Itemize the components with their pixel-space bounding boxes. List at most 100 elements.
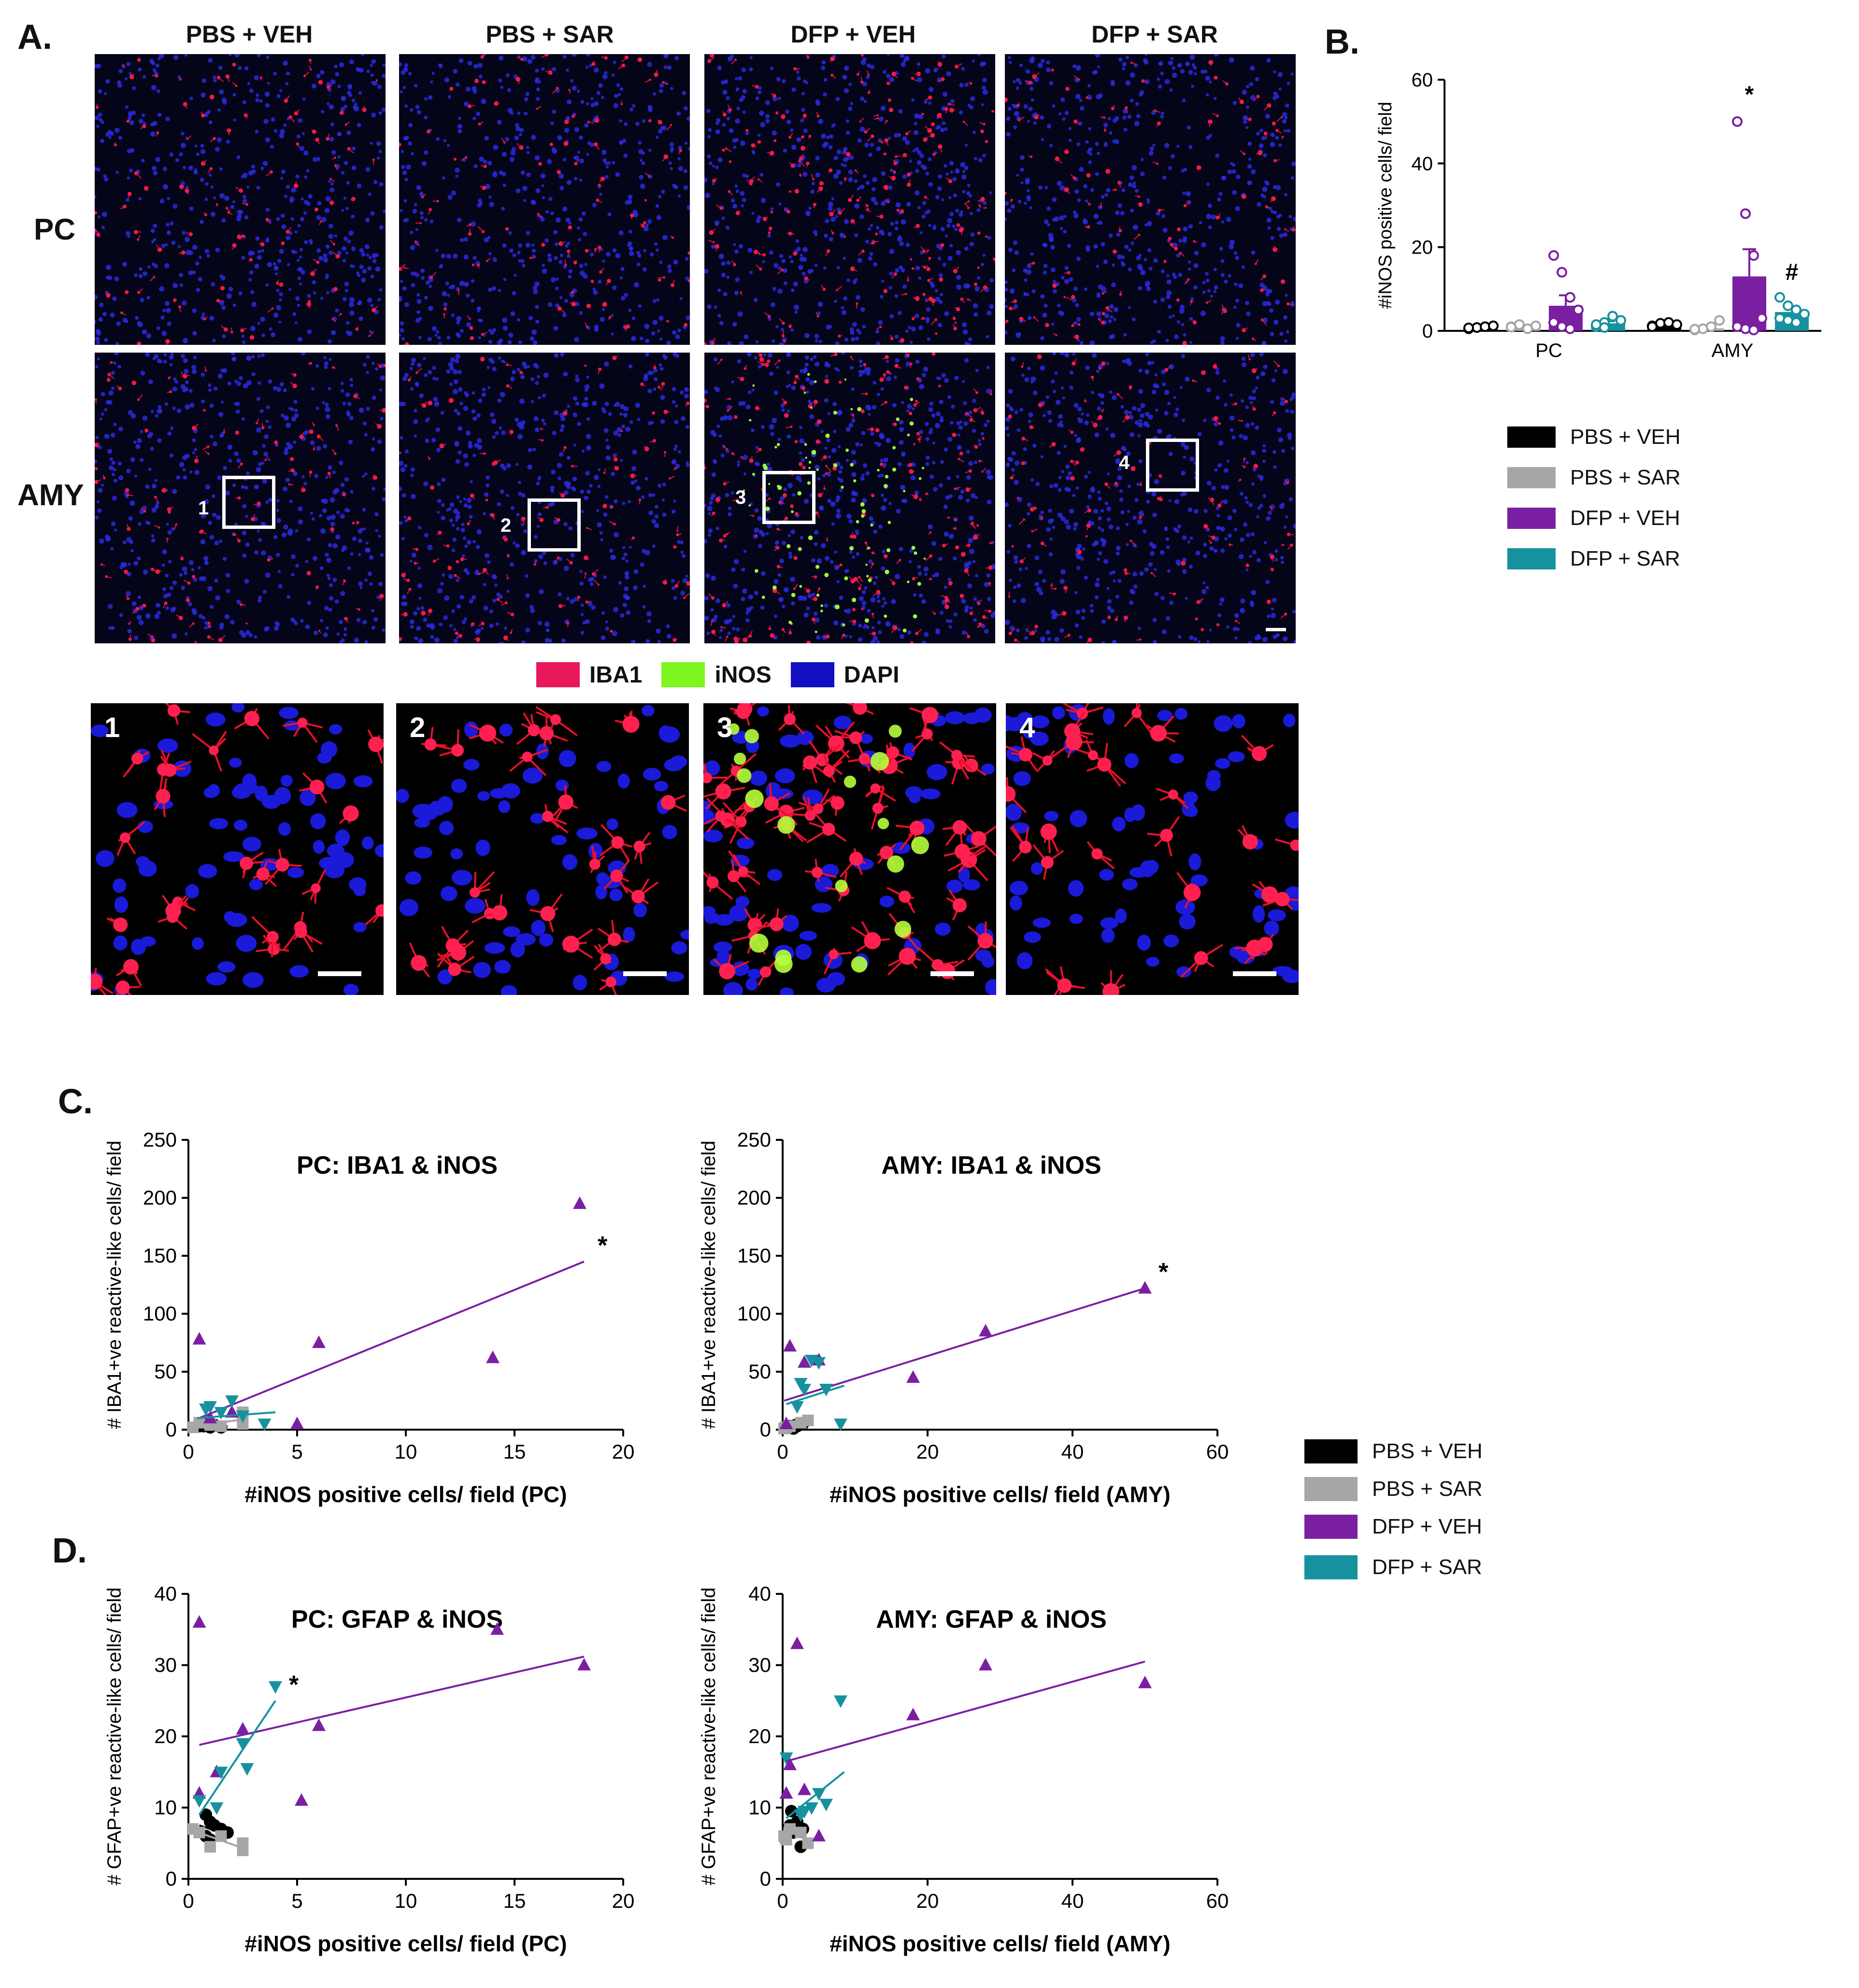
data-point-triangle-down bbox=[199, 1403, 213, 1416]
regression-line bbox=[786, 1384, 845, 1406]
data-point bbox=[1740, 208, 1751, 219]
y-tick-label: 10 bbox=[748, 1796, 771, 1819]
y-tick-label: 200 bbox=[143, 1186, 177, 1209]
y-tick-label: 30 bbox=[154, 1654, 177, 1676]
group-legend-cd: PBS + VEH PBS + SAR DFP + VEH DFP + SAR bbox=[1304, 1439, 1483, 1579]
data-point bbox=[1506, 322, 1516, 333]
micrograph-amy-3 bbox=[704, 353, 995, 643]
data-point bbox=[1791, 304, 1802, 315]
data-point bbox=[1757, 313, 1767, 324]
data-point-triangle-up bbox=[783, 1339, 797, 1352]
data-point bbox=[1530, 320, 1541, 331]
inset-zoom-number: 1 bbox=[104, 712, 120, 743]
data-point bbox=[1607, 311, 1618, 322]
regression-line bbox=[786, 1771, 845, 1819]
significance-marker: * bbox=[289, 1671, 299, 1699]
x-tick-label: 10 bbox=[395, 1889, 417, 1912]
x-tick-label: 40 bbox=[1061, 1889, 1084, 1912]
stain-label: IBA1 bbox=[589, 662, 643, 688]
data-point-triangle-up bbox=[779, 1417, 793, 1429]
panel-label-c: C. bbox=[58, 1082, 93, 1121]
data-point-triangle-up bbox=[979, 1324, 992, 1336]
data-point-triangle-up bbox=[798, 1355, 811, 1368]
scale-bar bbox=[318, 971, 361, 976]
data-point bbox=[1488, 320, 1499, 331]
data-point-triangle-down bbox=[269, 1681, 282, 1694]
scale-bar bbox=[1266, 628, 1286, 631]
chart-title: PC: GFAP & iNOS bbox=[291, 1605, 503, 1633]
data-point bbox=[1740, 323, 1751, 334]
data-point bbox=[1689, 324, 1700, 335]
data-point-triangle-up bbox=[1138, 1676, 1152, 1689]
data-point-triangle-down bbox=[805, 1802, 818, 1815]
data-point-triangle-up bbox=[573, 1196, 586, 1209]
row-title-amy: AMY bbox=[17, 479, 84, 512]
y-axis-label: #iNOS positive cells/ field bbox=[1375, 102, 1396, 309]
legend-swatch bbox=[1304, 1439, 1358, 1463]
x-axis-label: #iNOS positive cells/ field (AMY) bbox=[829, 1482, 1171, 1507]
data-point-square bbox=[204, 1841, 216, 1853]
legend-swatch bbox=[1507, 508, 1556, 529]
micrograph-amy-1 bbox=[95, 353, 386, 643]
scatter-chart-amy-iba1: 0 50 100 150 200 250 0 20 40 60 AMY: IBA1 & iNOS #i… bbox=[698, 1128, 1229, 1507]
y-tick-label: 20 bbox=[748, 1725, 771, 1747]
chart-title: AMY: GFAP & iNOS bbox=[876, 1605, 1107, 1633]
row-title-pc: PC bbox=[34, 213, 76, 246]
data-point-triangle-up bbox=[783, 1758, 797, 1770]
group-legend-b: PBS + VEH PBS + SAR DFP + VEH DFP + SAR bbox=[1507, 425, 1681, 571]
data-point-triangle-up bbox=[295, 1793, 308, 1806]
chart-title: AMY: IBA1 & iNOS bbox=[881, 1151, 1101, 1179]
data-point bbox=[1774, 292, 1785, 303]
data-point-triangle-down bbox=[214, 1766, 228, 1779]
micrograph-amy-2 bbox=[399, 353, 690, 643]
x-tick-label: PC bbox=[1535, 340, 1562, 361]
regression-line bbox=[197, 1411, 276, 1419]
data-point-triangle-up bbox=[486, 1350, 500, 1363]
regression-line bbox=[199, 1261, 585, 1419]
stain-swatch bbox=[790, 662, 834, 687]
inset-zoom-1: 1 bbox=[91, 703, 384, 995]
y-tick-label: 150 bbox=[143, 1244, 177, 1267]
data-point-triangle-up bbox=[236, 1722, 250, 1735]
data-point-triangle-down bbox=[812, 1357, 826, 1370]
y-axis-label: # GFAP+ve reactive-like cells/ field bbox=[104, 1588, 125, 1886]
data-point bbox=[1599, 322, 1610, 333]
inset-box-number: 2 bbox=[500, 515, 512, 536]
x-axis-label: #iNOS positive cells/ field (PC) bbox=[244, 1482, 567, 1507]
y-axis-label: # GFAP+ve reactive-like cells/ field bbox=[698, 1588, 719, 1886]
x-tick-label: 0 bbox=[183, 1440, 194, 1463]
legend-item-dfp-sar: DFP + SAR bbox=[1507, 547, 1681, 571]
stain-legend-inos: iNOS bbox=[661, 662, 772, 688]
y-tick-label: 150 bbox=[737, 1244, 771, 1267]
x-tick-label: 20 bbox=[916, 1440, 939, 1463]
data-point-triangle-down bbox=[192, 1795, 206, 1808]
x-tick-label: 20 bbox=[916, 1889, 939, 1912]
x-tick-label: 5 bbox=[291, 1889, 302, 1912]
bar-chart-inos: 0 20 40 60 #iNOS positive cells/ field PC AMY *… bbox=[1375, 70, 1821, 361]
legend-label: DFP + VEH bbox=[1372, 1515, 1482, 1538]
x-tick-label: 0 bbox=[183, 1889, 194, 1912]
y-tick-label: 20 bbox=[154, 1725, 177, 1747]
scatter-chart-amy-gfap: 0 10 20 30 40 0 20 40 60 AMY: GFAP & iNOS #iNOS po… bbox=[698, 1582, 1229, 1956]
data-point-triangle-up bbox=[192, 1615, 206, 1628]
data-point bbox=[1565, 292, 1575, 303]
legend-label: PBS + SAR bbox=[1570, 466, 1681, 489]
data-point-square bbox=[193, 1827, 205, 1839]
data-point-triangle-up bbox=[312, 1335, 326, 1348]
y-tick-label: 0 bbox=[166, 1418, 177, 1441]
inset-zoom-3: 3 bbox=[703, 703, 996, 995]
legend-item-pbs-sar: PBS + SAR bbox=[1507, 466, 1681, 490]
legend-item-pbs-veh: PBS + VEH bbox=[1304, 1439, 1483, 1463]
inset-box-3 bbox=[762, 471, 815, 524]
y-tick-label: 0 bbox=[166, 1867, 177, 1890]
legend-label: DFP + SAR bbox=[1372, 1555, 1482, 1579]
x-tick-label: 10 bbox=[395, 1440, 417, 1463]
x-tick-label: 15 bbox=[503, 1889, 526, 1912]
data-point-triangle-up bbox=[779, 1786, 793, 1799]
data-point bbox=[1706, 321, 1716, 332]
panel-label-a: A. bbox=[17, 18, 52, 57]
data-point-triangle-down bbox=[225, 1395, 239, 1408]
data-point-triangle-down bbox=[834, 1419, 847, 1431]
data-point-triangle-up bbox=[577, 1658, 591, 1671]
x-tick-label: 20 bbox=[612, 1889, 635, 1912]
